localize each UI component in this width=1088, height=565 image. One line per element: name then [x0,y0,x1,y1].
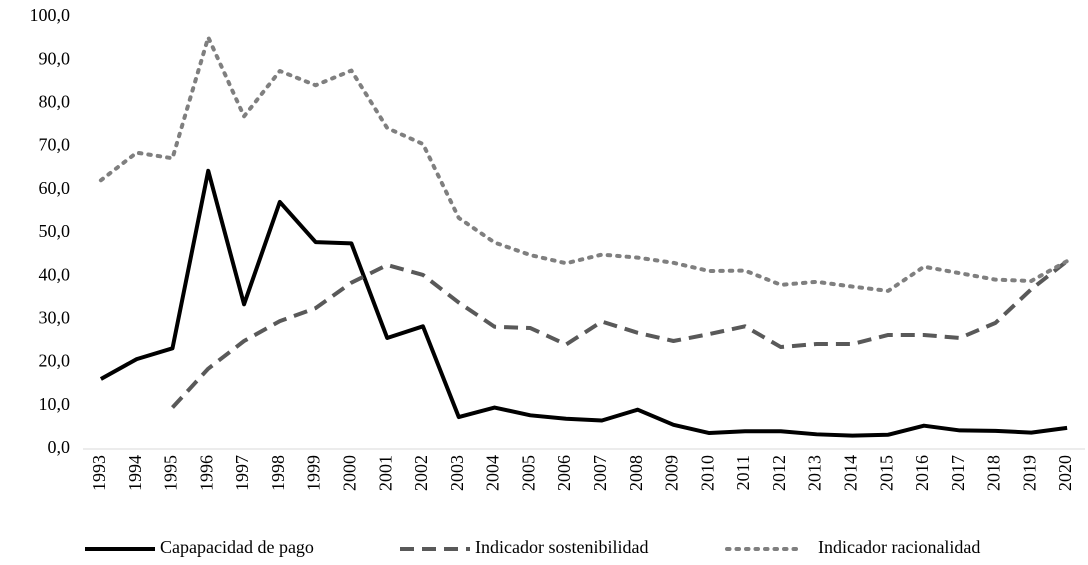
x-tick-label: 2000 [340,455,360,491]
x-tick-label: 1995 [161,455,181,491]
legend-label: Indicador racionalidad [818,537,980,557]
y-tick-label: 0,0 [48,437,71,457]
x-tick-label: 2018 [984,455,1004,491]
y-tick-label: 80,0 [39,92,71,112]
x-tick-label: 2016 [912,455,932,491]
series-line [98,35,1070,293]
x-tick-label: 1998 [268,455,288,491]
y-tick-label: 60,0 [39,178,71,198]
y-tick-label: 40,0 [39,264,71,284]
x-tick-label: 2013 [805,455,825,491]
y-tick-label: 90,0 [39,48,71,68]
x-tick-label: 2007 [590,455,610,491]
y-tick-label: 50,0 [39,221,71,241]
y-tick-label: 30,0 [39,308,71,328]
x-tick-label: 2006 [554,455,574,491]
x-tick-label: 2003 [447,455,467,491]
x-tick-label: 2009 [662,455,682,491]
x-tick-label: 1997 [232,455,252,491]
x-tick-label: 1996 [196,455,216,491]
x-tick-label: 2005 [518,455,538,491]
x-tick-label: 2019 [1019,455,1039,491]
y-tick-label: 100,0 [30,5,71,25]
y-tick-label: 20,0 [39,351,71,371]
x-tick-label: 2010 [697,455,717,491]
legend-label: Capapacidad de pago [160,537,314,557]
x-tick-label: 2001 [375,455,395,491]
x-tick-label: 2020 [1055,455,1075,491]
x-tick-label: 2017 [948,455,968,491]
x-tick-label: 1999 [304,455,324,491]
x-tick-label: 2011 [733,455,753,490]
series-line [170,259,1069,409]
x-tick-label: 1994 [125,455,145,491]
y-tick-label: 70,0 [39,135,71,155]
x-tick-label: 2008 [626,455,646,491]
series-line [99,168,1068,438]
x-tick-label: 1993 [89,455,109,491]
x-tick-label: 2002 [411,455,431,491]
x-tick-label: 2004 [483,455,503,491]
x-tick-label: 2014 [841,455,861,491]
x-tick-label: 2012 [769,455,789,491]
x-tick-label: 2015 [876,455,896,491]
y-tick-label: 10,0 [39,394,71,414]
legend-label: Indicador sostenibilidad [475,537,648,557]
